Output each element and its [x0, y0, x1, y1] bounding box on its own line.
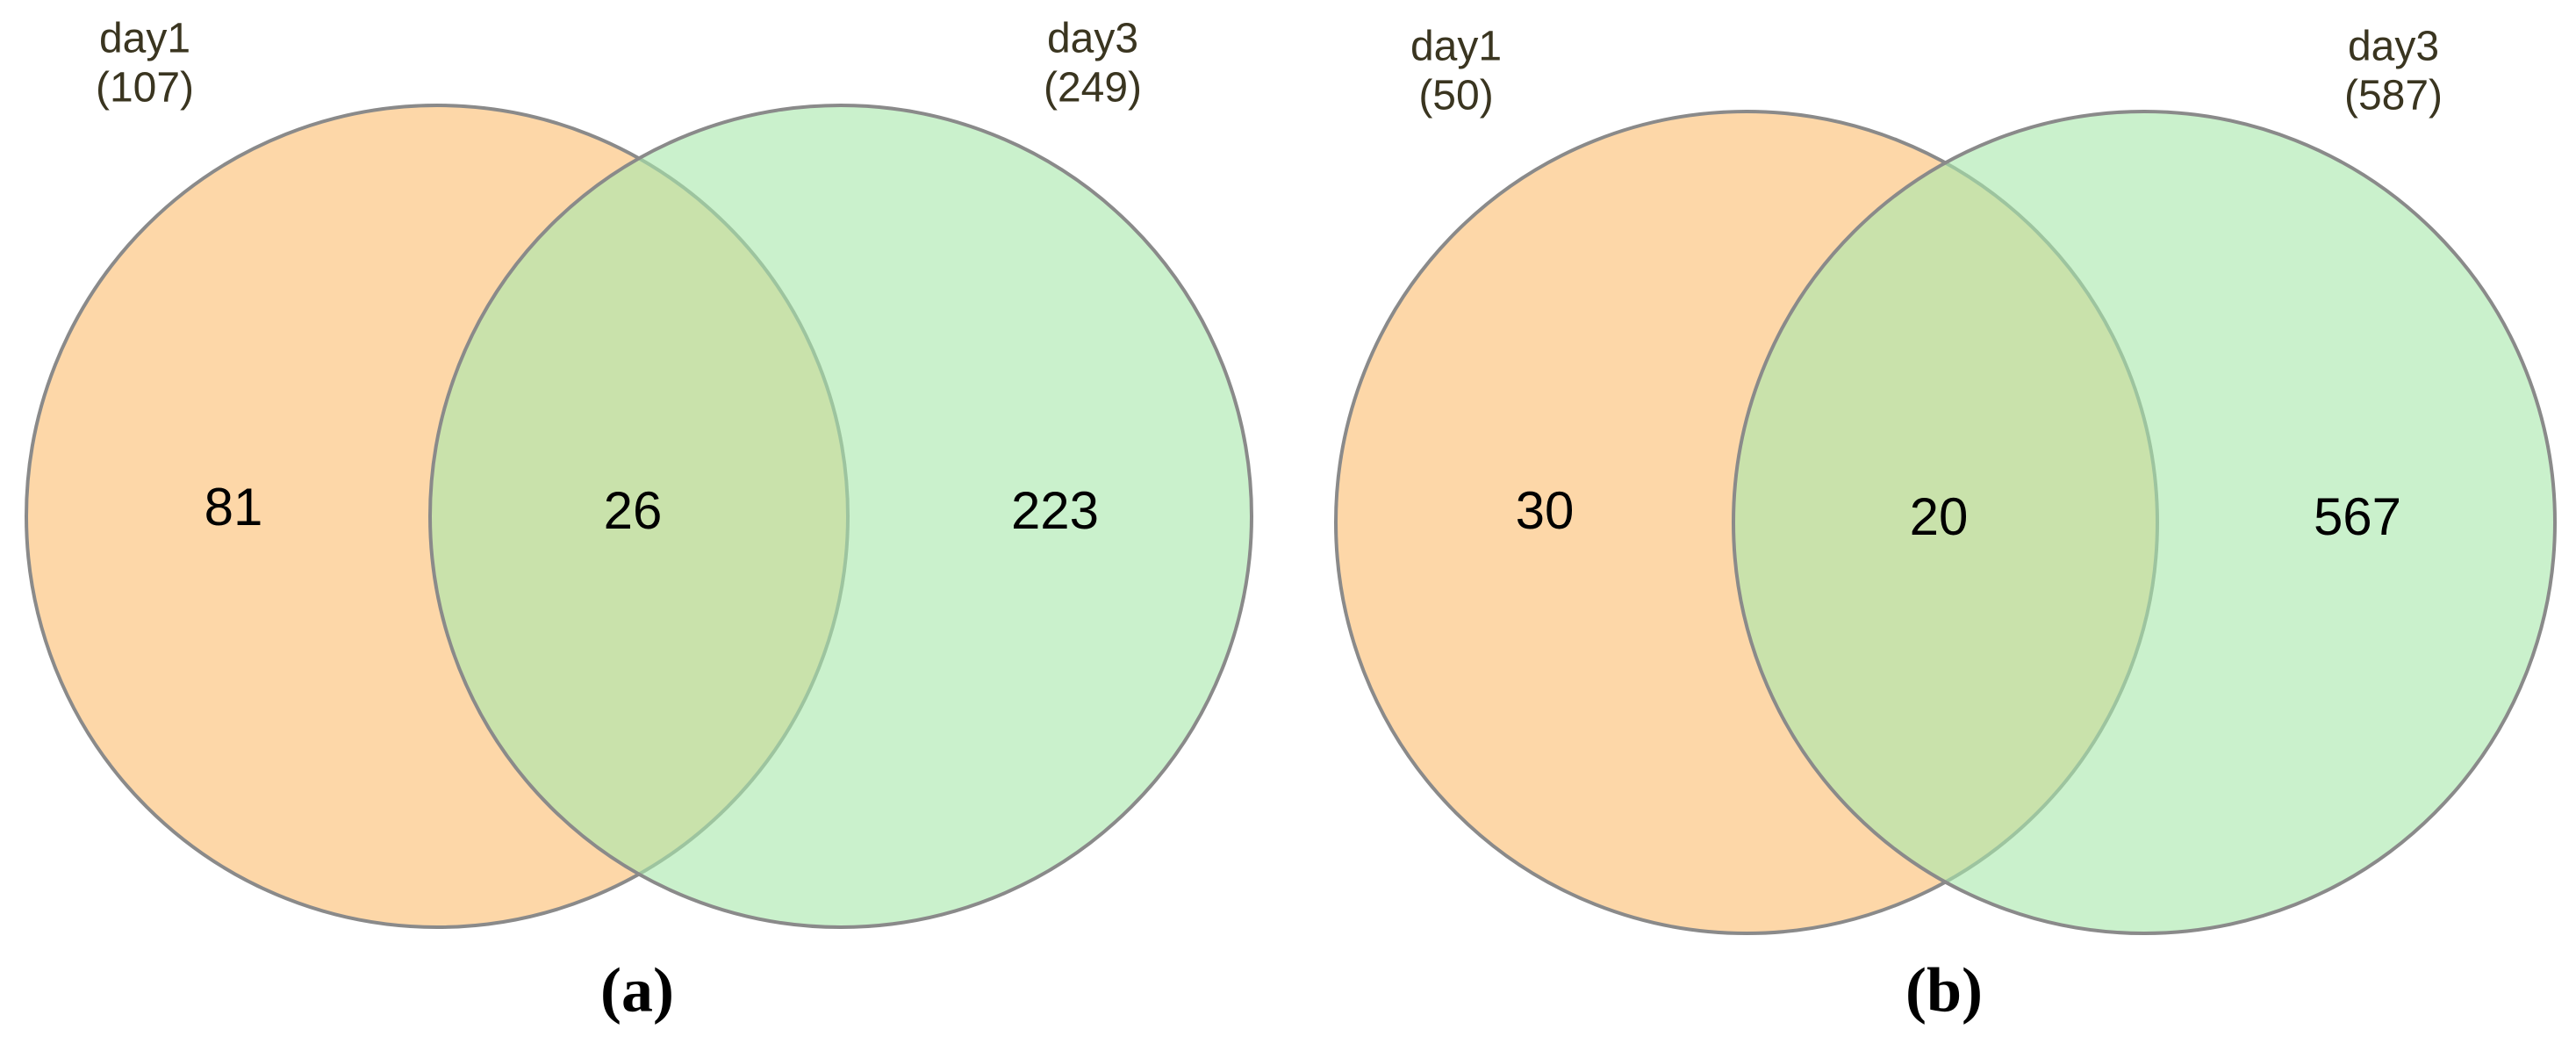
region-count: 567: [2314, 487, 2401, 546]
panel-caption: (a): [600, 955, 674, 1026]
set-circle: [428, 104, 1253, 929]
set-size: (249): [1044, 65, 1142, 112]
set-size: (107): [96, 65, 194, 112]
region-count: 81: [205, 478, 263, 536]
region-count: 223: [1011, 481, 1099, 540]
set-name: day3: [2348, 24, 2439, 70]
region-count: 30: [1516, 481, 1575, 540]
region-count: 20: [1910, 487, 1969, 546]
set-name: day1: [1410, 24, 1502, 70]
set-size: (50): [1418, 73, 1493, 119]
panel-caption: (b): [1905, 955, 1983, 1026]
region-count: 26: [604, 481, 663, 540]
set-name: day1: [99, 16, 190, 62]
set-circle: [1732, 110, 2557, 935]
set-size: (587): [2344, 73, 2443, 119]
set-name: day3: [1047, 16, 1138, 62]
